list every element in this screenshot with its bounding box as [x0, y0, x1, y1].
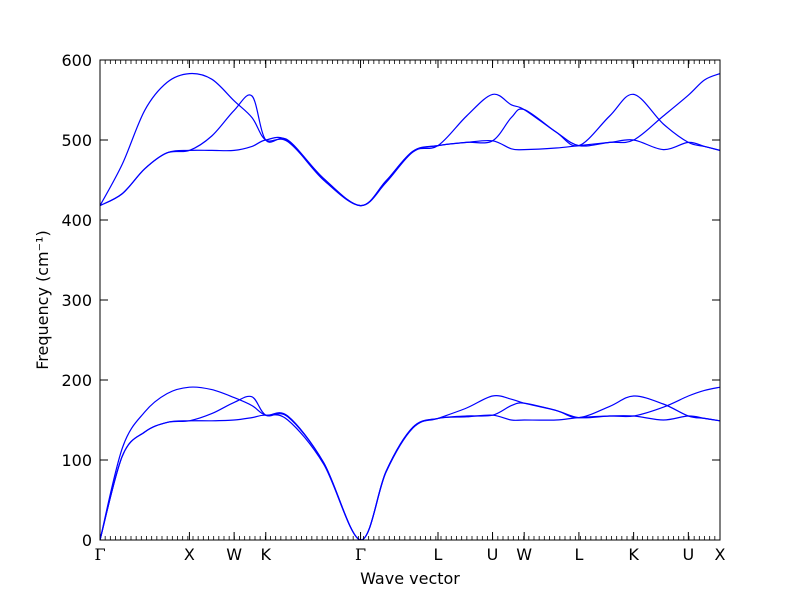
- plot-frame: [99, 59, 721, 541]
- x-tick-label: Γ: [355, 545, 366, 564]
- minor-x-ticks: [99, 60, 721, 540]
- y-tick-label: 300: [61, 291, 92, 310]
- phonon-branch-6: [100, 72, 720, 207]
- phonon-branch-3: [100, 386, 720, 540]
- phonon-branch-2: [100, 386, 720, 540]
- x-tick-label: W: [516, 545, 532, 564]
- y-tick-label: 0: [82, 531, 92, 550]
- x-tick-label: K: [628, 545, 639, 564]
- x-tick-label: K: [261, 545, 272, 564]
- x-axis-label: Wave vector: [360, 569, 460, 588]
- y-tick-label: 100: [61, 451, 92, 470]
- x-tick-label: W: [226, 545, 242, 564]
- y-tick-label: 600: [61, 51, 92, 70]
- x-tick-label: L: [434, 545, 443, 564]
- phonon-branch-4: [100, 136, 720, 207]
- y-tick-label: 200: [61, 371, 92, 390]
- y-axis: 0 100 200 300 400 500 600: [61, 51, 720, 550]
- x-tick-label: X: [715, 545, 726, 564]
- x-tick-label: Γ: [94, 545, 105, 564]
- x-tick-label: X: [184, 545, 195, 564]
- phonon-branch-1: [100, 414, 720, 540]
- series-group: [100, 72, 720, 540]
- y-axis-label: Frequency (cm⁻¹): [33, 230, 52, 369]
- x-tick-label: L: [574, 545, 583, 564]
- y-tick-label: 400: [61, 211, 92, 230]
- x-tick-label: U: [487, 545, 499, 564]
- y-tick-label: 500: [61, 131, 92, 150]
- x-tick-label: U: [682, 545, 694, 564]
